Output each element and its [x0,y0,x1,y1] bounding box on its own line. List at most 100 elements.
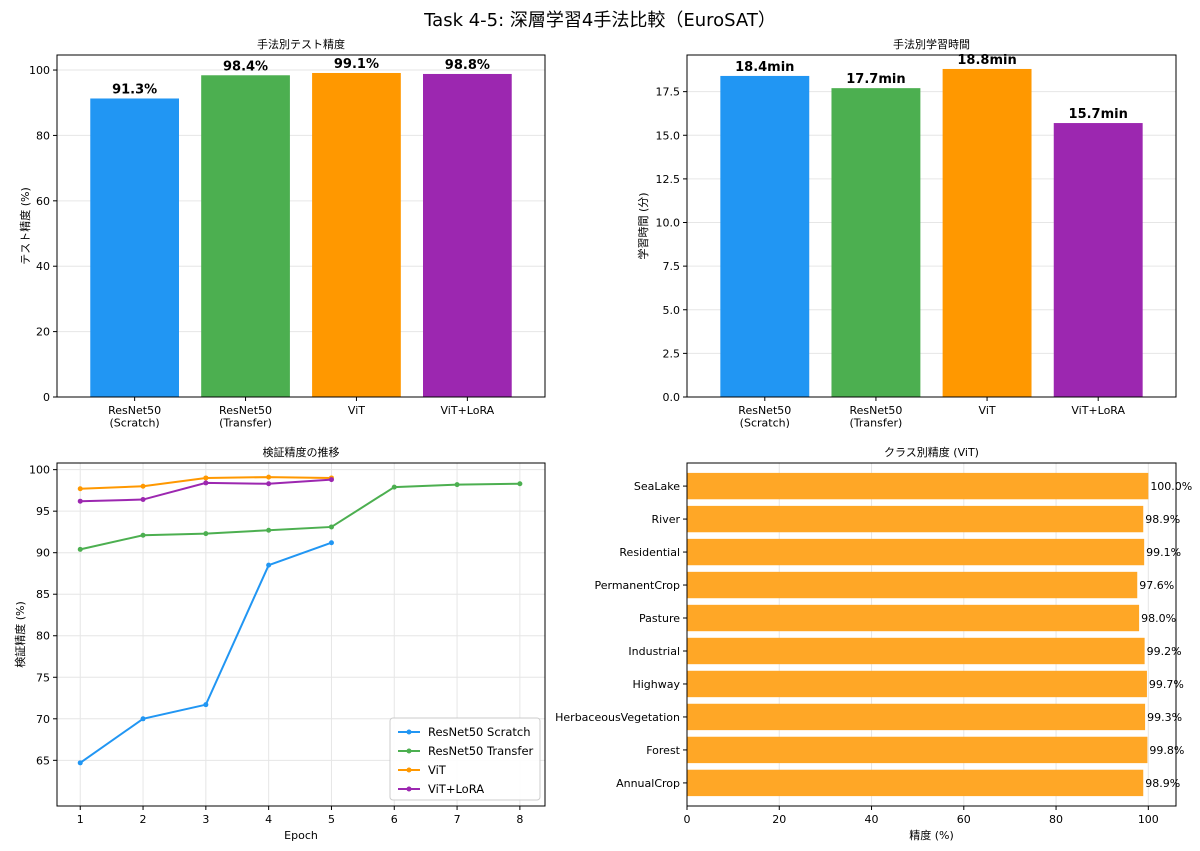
bar [687,736,1148,764]
data-label: 97.6% [1139,579,1174,592]
subplot-4: クラス別精度 (ViT) 0 20 40 60 80 100 AnnualCrop 98.9% F… [555,445,1192,842]
y-tick-label: 0.0 [663,391,681,404]
data-label: 98.9% [1145,777,1180,790]
y-axis-label: 検証精度 (%) [13,601,27,668]
data-label: 98.8% [445,58,490,73]
y-tick-label: 60 [36,195,50,208]
bar [687,505,1144,533]
y-tick-label: 2.5 [663,347,681,360]
y-tick-label: 5.0 [663,304,681,317]
legend-label: ViT [428,763,447,777]
x-tick-label: 5 [328,813,335,826]
bar [1053,123,1143,397]
data-label: 99.3% [1147,711,1182,724]
y-tick-label: AnnualCrop [616,777,680,790]
data-label: 100.0% [1150,480,1192,493]
y-tick-label: 40 [36,260,50,273]
data-point [140,483,146,489]
axes-frame [686,462,1177,807]
y-tick-label: 10.0 [656,217,681,230]
data-point [203,531,209,537]
y-tick-label: 95 [36,505,50,518]
axes-frame [56,54,546,398]
legend-marker [406,786,412,792]
data-label: 98.4% [223,59,268,74]
y-axis-label: テスト精度 (%) [18,187,32,265]
y-tick-label: 90 [36,547,50,560]
y-tick-label: 17.5 [656,86,681,99]
subplot-3: 検証精度の推移 1 2 3 4 5 6 7 8 65 70 75 80 85 90 95 100 ResNet50… [13,445,546,842]
legend-marker [406,767,412,773]
y-tick-label: 20 [36,326,50,339]
y-tick-label: 15.0 [656,129,681,142]
data-label: 17.7min [846,72,905,87]
data-point [454,482,460,488]
x-tick-label: ViT+LoRA [1071,404,1125,417]
bar [831,88,921,397]
bar [201,75,290,397]
bar [687,769,1144,797]
y-tick-label: 80 [36,630,50,643]
x-axis-label: Epoch [284,829,318,842]
x-tick-label: 6 [391,813,398,826]
x-tick-label: 0 [684,813,691,826]
data-point [328,477,334,483]
bar [90,98,179,397]
data-label: 18.4min [735,60,794,75]
legend-label: ViT+LoRA [428,782,484,796]
x-axis-label: 精度 (%) [909,828,954,842]
y-tick-label: 0 [43,391,50,404]
y-tick-label: 7.5 [663,260,681,273]
x-tick-label: ViT [348,404,365,417]
data-point [77,760,83,766]
data-point [77,546,83,552]
data-point [328,524,334,530]
data-label: 99.1% [1146,546,1181,559]
x-tick-label: ResNet50 (Transfer) [219,404,272,430]
y-tick-label: Residential [619,546,680,559]
bar [687,703,1146,731]
data-point [266,481,272,487]
data-point [517,481,523,487]
x-tick-label: 3 [202,813,209,826]
x-tick-label: 4 [265,813,272,826]
y-tick-label: 70 [36,713,50,726]
x-tick-label: 7 [454,813,461,826]
x-tick-label: ResNet50 (Scratch) [108,404,161,430]
series-line [80,482,520,551]
y-tick-label: PermanentCrop [595,579,681,592]
data-point [266,527,272,533]
x-tick-label: 100 [1138,813,1159,826]
y-tick-label: 12.5 [656,173,681,186]
data-label: 91.3% [112,82,157,97]
subplot-title: 手法別学習時間 [893,37,970,51]
data-label: 18.8min [957,53,1016,68]
legend-marker [406,748,412,754]
bar [687,472,1149,500]
bar [312,72,401,397]
subplot-2: 手法別学習時間 0.0 2.5 5.0 7.5 10.0 12.5 15.0 17.5 18.4m… [636,37,1177,430]
subplot-title: 手法別テスト精度 [257,37,345,51]
data-point [266,474,272,480]
x-tick-label: ViT [979,404,996,417]
y-tick-label: 80 [36,129,50,142]
legend [389,717,541,801]
axes-frame [686,54,1177,398]
x-tick-label: ResNet50 (Scratch) [738,404,791,430]
bar [720,75,810,397]
subplot-1: 手法別テスト精度 0 20 40 60 80 100 91.3% ResNet50 (Scratc… [18,37,546,430]
bar [687,538,1145,566]
y-tick-label: SeaLake [634,480,680,493]
y-tick-label: River [652,513,681,526]
y-tick-label: 85 [36,588,50,601]
data-point [140,716,146,722]
data-point [328,540,334,546]
data-label: 99.1% [334,57,379,72]
legend-label: ResNet50 Transfer [428,744,534,758]
data-point [203,480,209,486]
y-tick-label: 75 [36,671,50,684]
x-tick-label: 60 [957,813,971,826]
bar [687,637,1145,665]
y-tick-label: HerbaceousVegetation [555,711,680,724]
